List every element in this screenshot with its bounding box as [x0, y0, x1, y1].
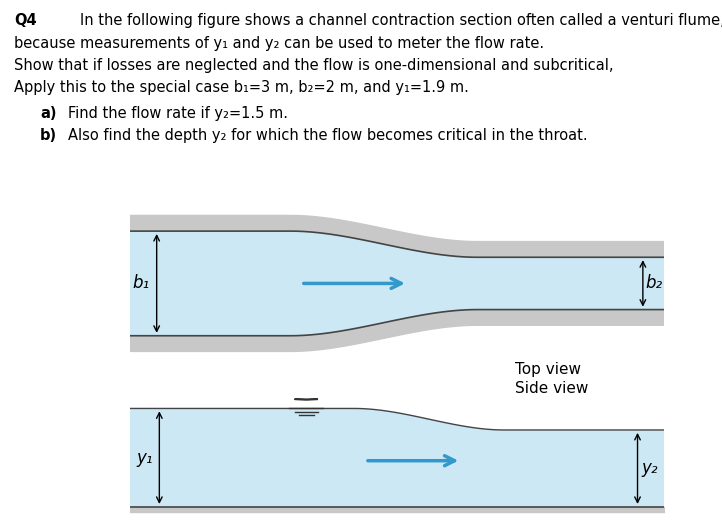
- Text: Top view: Top view: [515, 362, 580, 377]
- Text: b₁: b₁: [133, 275, 149, 293]
- Text: In the following figure shows a channel contraction section often called a ventu: In the following figure shows a channel …: [80, 13, 722, 28]
- Polygon shape: [130, 231, 664, 336]
- Text: Side view: Side view: [515, 381, 588, 396]
- Text: a): a): [40, 106, 56, 121]
- Text: b₂: b₂: [645, 275, 663, 293]
- Text: Find the flow rate if y₂=1.5 m.: Find the flow rate if y₂=1.5 m.: [68, 106, 288, 121]
- Text: Q4: Q4: [14, 13, 37, 28]
- Polygon shape: [130, 310, 664, 352]
- Polygon shape: [130, 215, 664, 257]
- Text: Also find the depth y₂ for which the flow becomes critical in the throat.: Also find the depth y₂ for which the flo…: [68, 128, 588, 143]
- Text: Apply this to the special case b₁=3 m, b₂=2 m, and y₁=1.9 m.: Apply this to the special case b₁=3 m, b…: [14, 80, 469, 95]
- Text: because measurements of y₁ and y₂ can be used to meter the flow rate.: because measurements of y₁ and y₂ can be…: [14, 36, 544, 51]
- Text: b): b): [40, 128, 57, 143]
- Text: y₁: y₁: [136, 448, 153, 467]
- Text: y₂: y₂: [642, 460, 658, 477]
- Text: Show that if losses are neglected and the flow is one-dimensional and subcritica: Show that if losses are neglected and th…: [14, 58, 614, 73]
- Polygon shape: [130, 409, 664, 507]
